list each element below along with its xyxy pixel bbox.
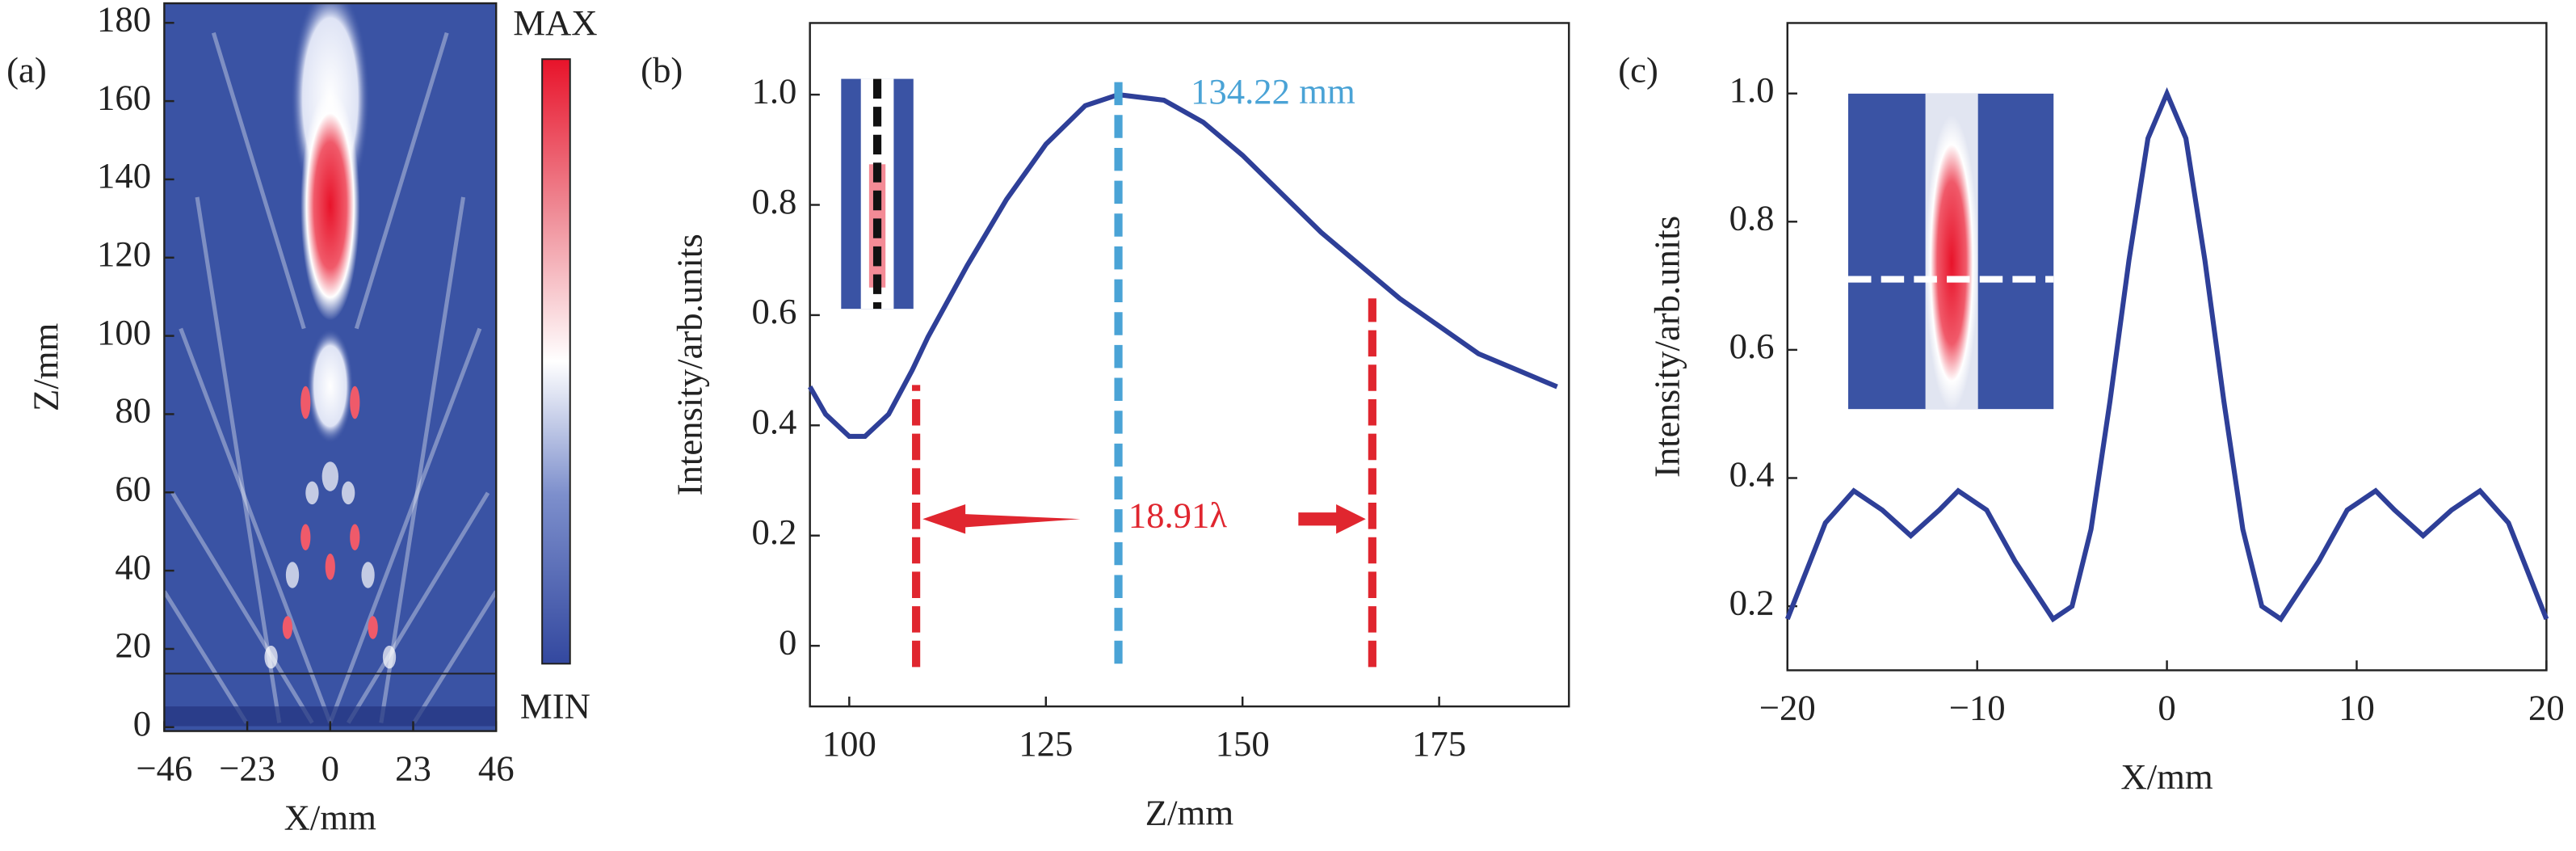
x-tick-label: 150 <box>1216 723 1270 764</box>
x-tick-label: 0 <box>2158 687 2175 727</box>
y-tick-label: 0.6 <box>751 291 796 331</box>
width-label: 18.91λ <box>1128 495 1228 536</box>
x-tick-label: 100 <box>822 723 876 764</box>
y-tick-label: 0.4 <box>1729 454 1775 495</box>
y-tick-label: 40 <box>115 546 151 587</box>
y-tick-label: 120 <box>97 234 151 274</box>
x-tick-label: 175 <box>1412 723 1466 764</box>
curve <box>808 92 1558 439</box>
y-tick-label: 1.0 <box>751 70 796 111</box>
y-tick-label: 60 <box>115 469 151 509</box>
y-tick-label: 0.6 <box>1729 326 1775 366</box>
x-tick-label: 10 <box>2339 687 2375 727</box>
inset-image <box>841 78 914 310</box>
y-tick-label: 0.2 <box>751 512 796 552</box>
panel-label: (a) <box>6 50 47 91</box>
y-axis-title: Intensity/arb.units <box>1647 216 1687 478</box>
y-tick-label: 0.8 <box>751 181 796 221</box>
y-tick-label: 0 <box>779 621 796 662</box>
colorbar-min: MIN <box>520 685 590 726</box>
x-axis-title: X/mm <box>2120 756 2213 797</box>
x-tick-label: −46 <box>136 748 192 789</box>
y-tick-label: 100 <box>97 312 151 352</box>
x-tick-label: −10 <box>1949 687 2006 727</box>
peak-label: 134.22 mm <box>1191 71 1355 112</box>
inset-image <box>1848 93 2054 411</box>
y-axis-title: Z/mm <box>25 322 65 411</box>
y-tick-label: 180 <box>97 0 151 40</box>
y-tick-label: 0.8 <box>1729 198 1775 238</box>
x-tick-label: −23 <box>219 748 275 789</box>
panel-label: (c) <box>1618 50 1658 91</box>
y-tick-label: 140 <box>97 155 151 196</box>
y-tick-label: 1.0 <box>1729 70 1775 110</box>
y-tick-label: 0 <box>133 703 151 744</box>
y-tick-label: 0.2 <box>1729 582 1775 622</box>
x-tick-label: 23 <box>395 748 431 789</box>
x-tick-label: 46 <box>478 748 515 789</box>
curve <box>1784 86 2549 623</box>
y-tick-label: 0.4 <box>751 402 796 442</box>
x-tick-label: 0 <box>321 748 339 789</box>
arrow <box>922 503 1081 534</box>
field-image <box>164 3 497 731</box>
y-axis-title: Intensity/arb.units <box>670 234 710 495</box>
x-axis-title: Z/mm <box>1145 793 1234 833</box>
panel-label: (b) <box>641 50 683 91</box>
y-tick-label: 20 <box>115 625 151 665</box>
colorbar <box>541 58 571 665</box>
y-tick-label: 80 <box>115 390 151 431</box>
y-tick-label: 160 <box>97 77 151 117</box>
colorbar-max: MAX <box>513 2 597 43</box>
x-tick-label: 125 <box>1019 723 1073 764</box>
x-tick-label: 20 <box>2528 687 2565 727</box>
plot-frame <box>809 22 1570 708</box>
arrow <box>1298 503 1366 534</box>
x-axis-title: X/mm <box>284 798 377 838</box>
x-tick-label: −20 <box>1759 687 1816 727</box>
